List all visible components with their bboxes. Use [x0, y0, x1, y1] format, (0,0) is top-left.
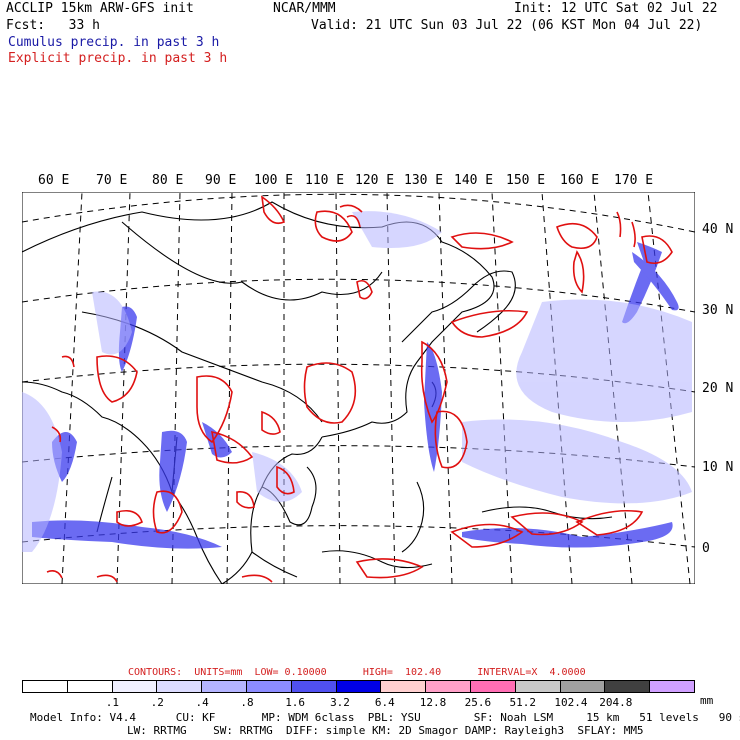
- legend-swatch: [650, 681, 694, 692]
- lon-label: 140 E: [454, 173, 494, 188]
- cumulus-light: [22, 211, 692, 552]
- model-info-line1: Model Info: V4.4 CU: KF MP: WDM 6class P…: [30, 711, 740, 724]
- legend-swatch: [112, 681, 158, 692]
- legend-swatch: [381, 681, 427, 692]
- legend-swatch: [426, 681, 471, 692]
- legend-swatch: [470, 681, 516, 692]
- lat-label: 20 N: [702, 381, 734, 396]
- explicit-label: Explicit precip. in past 3 h: [8, 51, 228, 66]
- legend-swatch: [157, 681, 203, 692]
- lon-label: 70 E: [96, 173, 128, 188]
- legend-unit: mm: [700, 694, 714, 707]
- lon-label: 170 E: [614, 173, 654, 188]
- legend-tick-label: 3.2: [330, 696, 350, 709]
- legend-swatch: [560, 681, 606, 692]
- legend-tick-label: 102.4: [554, 696, 588, 709]
- legend-swatch: [605, 681, 651, 692]
- legend-swatch: [67, 681, 113, 692]
- cumulus-precip: [32, 242, 679, 549]
- lon-label: 150 E: [506, 173, 546, 188]
- legend-tick-label: 12.8: [419, 696, 447, 709]
- lon-label: 160 E: [560, 173, 600, 188]
- legend-swatch: [291, 681, 337, 692]
- lon-label: 120 E: [355, 173, 395, 188]
- lat-label: 0: [702, 541, 710, 556]
- legend-tick-label: .1: [105, 696, 119, 709]
- legend-swatch: [23, 681, 68, 692]
- legend-swatch: [515, 681, 561, 692]
- lat-label: 30 N: [702, 303, 734, 318]
- model-info-line2: LW: RRTMG SW: RRTMG DIFF: simple KM: 2D …: [127, 724, 644, 737]
- lon-label: 110 E: [305, 173, 345, 188]
- legend-tick-label: 1.6: [285, 696, 306, 709]
- legend-tick-label: .2: [150, 696, 164, 709]
- explicit-precip: [46, 195, 673, 583]
- legend-tick-label: .4: [195, 696, 209, 709]
- valid-time: Valid: 21 UTC Sun 03 Jul 22 (06 KST Mon …: [311, 18, 703, 33]
- legend-tick-label: 6.4: [374, 696, 395, 709]
- forecast-hour: Fcst: 33 h: [6, 18, 100, 33]
- precipitation-map: [22, 192, 695, 584]
- lon-label: 100 E: [254, 173, 294, 188]
- legend-swatch: [336, 681, 382, 692]
- precip-color-legend: [22, 680, 695, 693]
- lon-label: 90 E: [205, 173, 237, 188]
- legend-tick-label: 51.2: [509, 696, 537, 709]
- model-title: ACCLIP 15km ARW-GFS init: [6, 1, 194, 16]
- legend-swatch: [246, 681, 292, 692]
- legend-tick-label: 204.8: [599, 696, 633, 709]
- cumulus-label: Cumulus precip. in past 3 h: [8, 35, 220, 50]
- legend-tick-label: 25.6: [464, 696, 492, 709]
- init-time: Init: 12 UTC Sat 02 Jul 22: [514, 1, 718, 16]
- lon-label: 60 E: [38, 173, 70, 188]
- lat-label: 40 N: [702, 222, 734, 237]
- lon-label: 130 E: [404, 173, 444, 188]
- organization-label: NCAR/MMM: [273, 1, 336, 16]
- contours-info: CONTOURS: UNITS=mm LOW= 0.10000 HIGH= 10…: [128, 667, 586, 678]
- lon-label: 80 E: [152, 173, 184, 188]
- lat-label: 10 N: [702, 460, 734, 475]
- legend-tick-label: .8: [240, 696, 254, 709]
- legend-swatch: [202, 681, 247, 692]
